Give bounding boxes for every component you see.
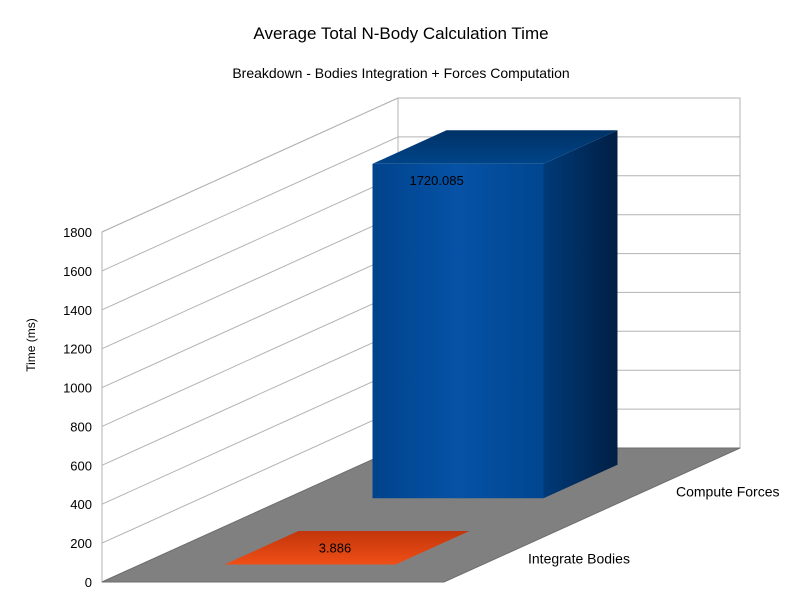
y-tick-label: 1000 <box>63 381 92 396</box>
bar-side <box>543 130 618 499</box>
y-axis-ticks: 0 200 400 600 800 1000 1200 1400 1600 1800 <box>63 225 92 590</box>
gridline <box>101 136 740 272</box>
y-tick-label: 0 <box>85 575 92 590</box>
data-label: 1720.085 <box>409 173 463 188</box>
y-tick-label: 1400 <box>63 303 92 318</box>
y-tick-label: 1200 <box>63 342 92 357</box>
y-tick-label: 800 <box>70 419 92 434</box>
chart-subtitle: Breakdown - Bodies Integration + Forces … <box>232 65 569 81</box>
bar-front <box>372 163 544 499</box>
bars: 3.886 1720.085 <box>224 130 618 565</box>
x-category-label: Integrate Bodies <box>528 551 630 567</box>
y-tick-label: 400 <box>70 497 92 512</box>
x-category-label: Compute Forces <box>676 484 779 500</box>
chart-title: Average Total N-Body Calculation Time <box>253 24 548 43</box>
bar-top <box>224 531 470 565</box>
y-axis-label: Time (ms) <box>24 318 38 372</box>
y-tick-label: 600 <box>70 458 92 473</box>
bar-top <box>372 130 618 164</box>
data-label: 3.886 <box>319 541 352 556</box>
y-tick-label: 200 <box>70 536 92 551</box>
y-tick-label: 1600 <box>63 264 92 279</box>
gridline <box>101 97 740 233</box>
y-tick-label: 1800 <box>63 225 92 240</box>
x-axis-categories: Integrate Bodies Compute Forces <box>528 484 779 567</box>
